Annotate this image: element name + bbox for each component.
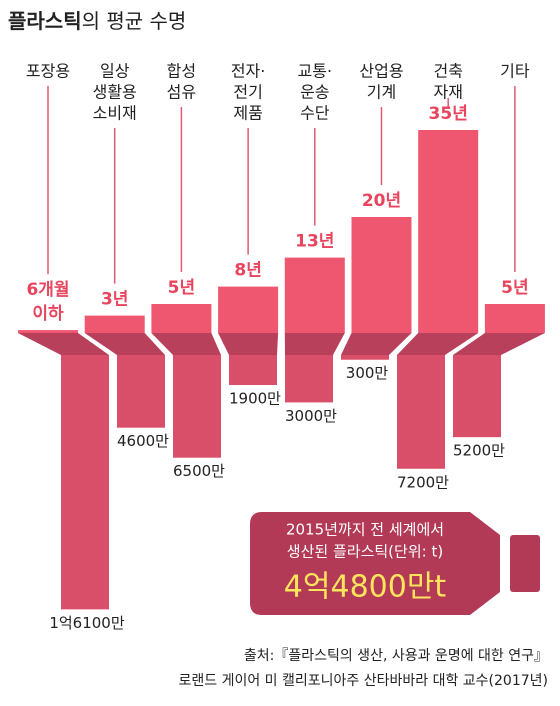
production-bar — [117, 355, 165, 428]
production-bar — [229, 355, 277, 386]
shelf — [453, 333, 545, 355]
production-bar — [61, 355, 109, 610]
lifespan-bar — [84, 315, 145, 333]
lifespan-label: 이하 — [32, 304, 64, 324]
lifespan-label: 13년 — [295, 232, 334, 252]
lifespan-label: 5년 — [168, 278, 195, 298]
lifespan-label: 8년 — [234, 261, 261, 281]
category-label: 포장용 — [26, 62, 70, 81]
category-label: 합성 — [167, 62, 196, 81]
shelf — [284, 333, 345, 355]
category-label: 섬유 — [167, 83, 196, 102]
production-bar — [341, 355, 389, 360]
production-label: 5200만 — [453, 442, 505, 460]
shelf — [18, 333, 109, 355]
lifespan-label: 35년 — [429, 104, 468, 124]
lifespan-label: 5년 — [501, 278, 528, 298]
production-label: 1억6100만 — [49, 614, 125, 632]
lifespan-label: 20년 — [362, 191, 401, 211]
lifespan-bar — [18, 330, 78, 333]
category-label: 전기 — [233, 83, 262, 102]
production-label: 1900만 — [229, 390, 281, 408]
category-label: 기계 — [367, 83, 396, 102]
category-label: 건축 — [433, 62, 462, 81]
source: 출처:『플라스틱의 생산, 사용과 운명에 대한 연구』 — [244, 648, 548, 664]
shelf — [151, 333, 221, 355]
lifespan-bar — [351, 217, 412, 333]
lifespan-label: 6개월 — [26, 280, 69, 300]
category-label: 생활용 — [93, 83, 137, 102]
production-label: 3000만 — [285, 407, 337, 425]
category-label: 운송 — [300, 83, 329, 102]
production-label: 6500만 — [173, 462, 225, 480]
category-label: 자재 — [433, 83, 462, 102]
lifespan-bar — [418, 130, 479, 333]
chart-title: 플라스틱의 평균 수명 — [8, 9, 186, 33]
category-label: 제품 — [233, 104, 262, 123]
category-label: 일상 — [100, 62, 130, 81]
shelf — [84, 333, 165, 355]
title-bold: 플라스틱 — [8, 9, 82, 33]
production-bar — [397, 355, 445, 469]
production-bar — [173, 355, 221, 458]
production-label: 4600만 — [117, 432, 169, 450]
shelf — [341, 333, 412, 355]
source: 로랜드 게이어 미 캘리포니아주 산타바바라 대학 교수(2017년) — [179, 673, 549, 689]
bottle-cap — [510, 535, 540, 592]
lifespan-bar — [484, 304, 545, 333]
category-label: 소비재 — [93, 104, 137, 123]
category-label: 교통· — [298, 62, 333, 81]
lifespan-label: 3년 — [101, 290, 128, 310]
lifespan-bar — [284, 257, 345, 333]
total-bottle — [250, 512, 500, 615]
title-rest: 의 평균 수명 — [82, 9, 187, 33]
lifespan-bar — [218, 286, 279, 333]
production-label: 7200만 — [397, 473, 449, 491]
production-bar — [453, 355, 501, 438]
total-value: 4억4800만t — [284, 570, 447, 605]
category-label: 수단 — [300, 104, 330, 123]
total-caption: 생산된 플라스틱(단위: t) — [287, 543, 443, 561]
category-label: 기타 — [500, 62, 530, 81]
shelf — [218, 333, 279, 355]
production-bar — [285, 355, 333, 403]
category-label: 산업용 — [359, 62, 403, 81]
lifespan-bar — [151, 304, 212, 333]
category-label: 전자· — [231, 62, 266, 81]
total-caption: 2015년까지 전 세계에서 — [286, 521, 444, 539]
production-label: 300만 — [346, 364, 389, 382]
shelf — [397, 333, 479, 355]
